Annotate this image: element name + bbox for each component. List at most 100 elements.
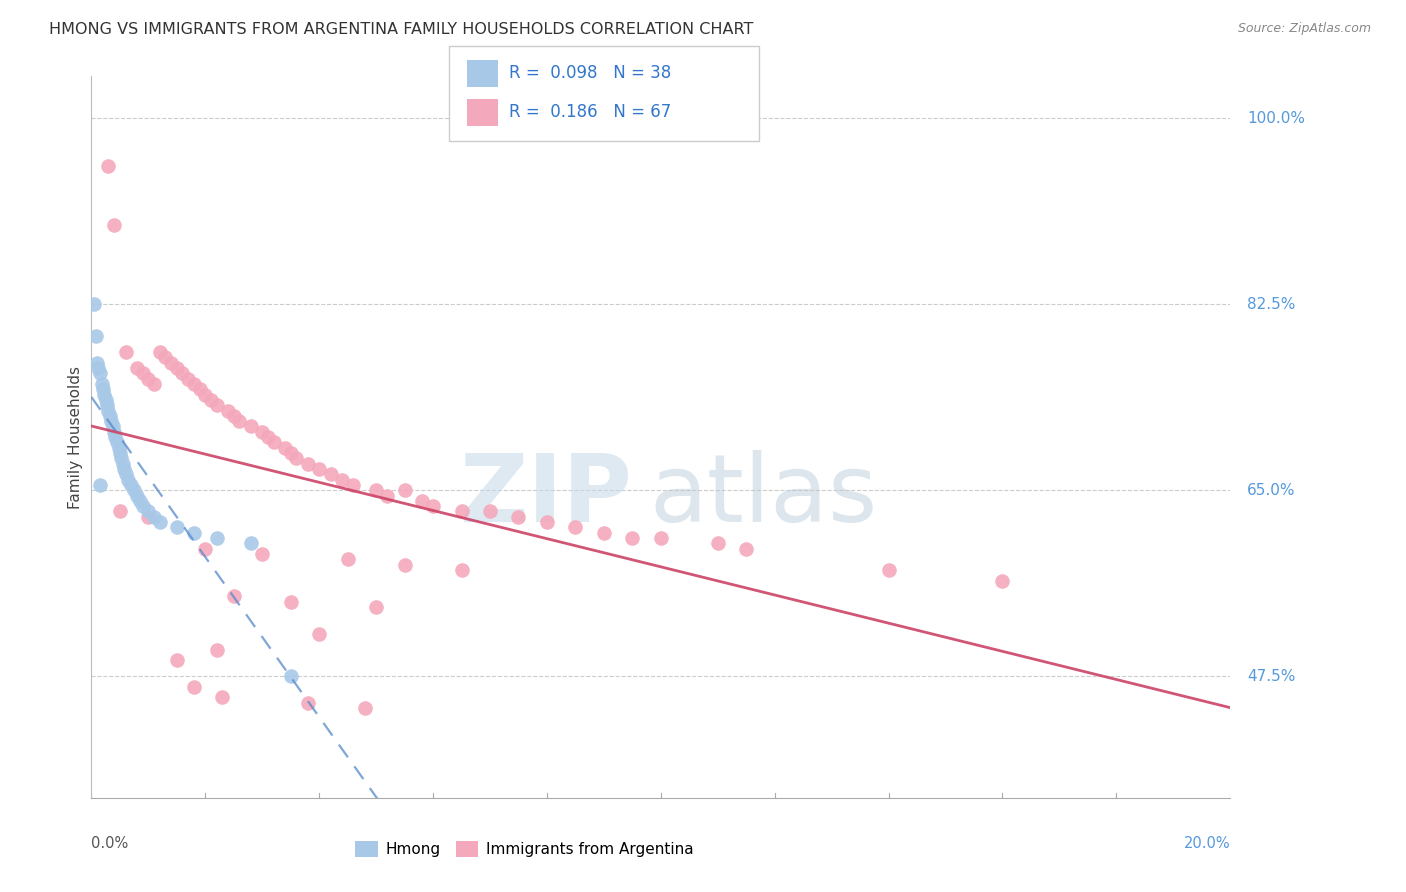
Point: [205, 398, 228, 412]
Point: [194, 387, 217, 401]
Text: 65.0%: 65.0%: [1247, 483, 1296, 498]
Point: [450, 504, 472, 518]
Point: [93, 387, 115, 401]
Point: [125, 489, 148, 503]
Point: [877, 563, 900, 577]
Point: [342, 478, 364, 492]
Point: [478, 504, 502, 518]
Point: [211, 690, 233, 705]
Text: 100.0%: 100.0%: [1247, 111, 1305, 126]
Point: [319, 467, 342, 482]
Point: [128, 493, 150, 508]
Point: [105, 435, 128, 450]
Text: R =  0.186   N = 67: R = 0.186 N = 67: [509, 103, 671, 121]
Point: [308, 626, 330, 640]
Point: [183, 525, 205, 540]
Point: [228, 414, 250, 428]
Point: [194, 541, 217, 556]
Point: [108, 446, 131, 460]
Point: [364, 483, 387, 498]
Point: [98, 409, 121, 423]
Point: [250, 425, 273, 439]
Point: [217, 403, 239, 417]
Point: [120, 478, 142, 492]
Text: HMONG VS IMMIGRANTS FROM ARGENTINA FAMILY HOUSEHOLDS CORRELATION CHART: HMONG VS IMMIGRANTS FROM ARGENTINA FAMIL…: [49, 22, 754, 37]
Point: [131, 499, 153, 513]
Point: [112, 462, 135, 476]
Legend: Hmong, Immigrants from Argentina: Hmong, Immigrants from Argentina: [349, 835, 700, 863]
Point: [89, 367, 111, 381]
Point: [97, 159, 120, 173]
Point: [257, 430, 280, 444]
Point: [83, 297, 105, 311]
Point: [177, 371, 200, 385]
Point: [89, 478, 111, 492]
Point: [138, 371, 160, 385]
Point: [131, 367, 153, 381]
Point: [160, 356, 183, 370]
Point: [280, 595, 302, 609]
Point: [183, 376, 205, 391]
Point: [138, 509, 160, 524]
Point: [200, 392, 222, 407]
Text: 0.0%: 0.0%: [91, 836, 128, 851]
Text: 82.5%: 82.5%: [1247, 297, 1296, 312]
Point: [336, 552, 359, 566]
Point: [536, 515, 558, 529]
Point: [97, 403, 120, 417]
Point: [239, 419, 262, 434]
Point: [364, 600, 387, 615]
Point: [735, 541, 758, 556]
Point: [280, 446, 302, 460]
Point: [103, 218, 125, 232]
Y-axis label: Family Households: Family Households: [67, 366, 83, 508]
Text: atlas: atlas: [650, 450, 877, 541]
Point: [122, 483, 145, 498]
Point: [84, 329, 107, 343]
Point: [166, 361, 188, 376]
Text: Source: ZipAtlas.com: Source: ZipAtlas.com: [1237, 22, 1371, 36]
Point: [330, 473, 353, 487]
Text: R =  0.098   N = 38: R = 0.098 N = 38: [509, 64, 671, 82]
Point: [621, 531, 644, 545]
Point: [394, 483, 416, 498]
Text: ZIP: ZIP: [460, 450, 633, 541]
Point: [450, 563, 472, 577]
Point: [508, 509, 530, 524]
Point: [86, 356, 108, 370]
Point: [274, 441, 297, 455]
Point: [103, 425, 125, 439]
Point: [125, 361, 148, 376]
Point: [205, 642, 228, 657]
Point: [377, 489, 399, 503]
Point: [411, 493, 433, 508]
Point: [110, 451, 132, 466]
Point: [353, 701, 375, 715]
Point: [155, 351, 177, 365]
Point: [96, 398, 118, 412]
Text: 47.5%: 47.5%: [1247, 669, 1296, 683]
Point: [263, 435, 285, 450]
Point: [650, 531, 672, 545]
Point: [593, 525, 616, 540]
Point: [205, 531, 228, 545]
Point: [308, 462, 330, 476]
Point: [172, 367, 194, 381]
Point: [166, 520, 188, 534]
Point: [222, 409, 245, 423]
Point: [114, 467, 136, 482]
Point: [107, 441, 129, 455]
Point: [239, 536, 262, 550]
Point: [94, 392, 117, 407]
Point: [104, 430, 127, 444]
Point: [285, 451, 308, 466]
Point: [297, 696, 319, 710]
Point: [108, 504, 131, 518]
Point: [166, 653, 188, 667]
Point: [706, 536, 728, 550]
Point: [143, 376, 166, 391]
Point: [297, 457, 319, 471]
Point: [188, 382, 211, 396]
Point: [422, 499, 444, 513]
Point: [149, 515, 172, 529]
